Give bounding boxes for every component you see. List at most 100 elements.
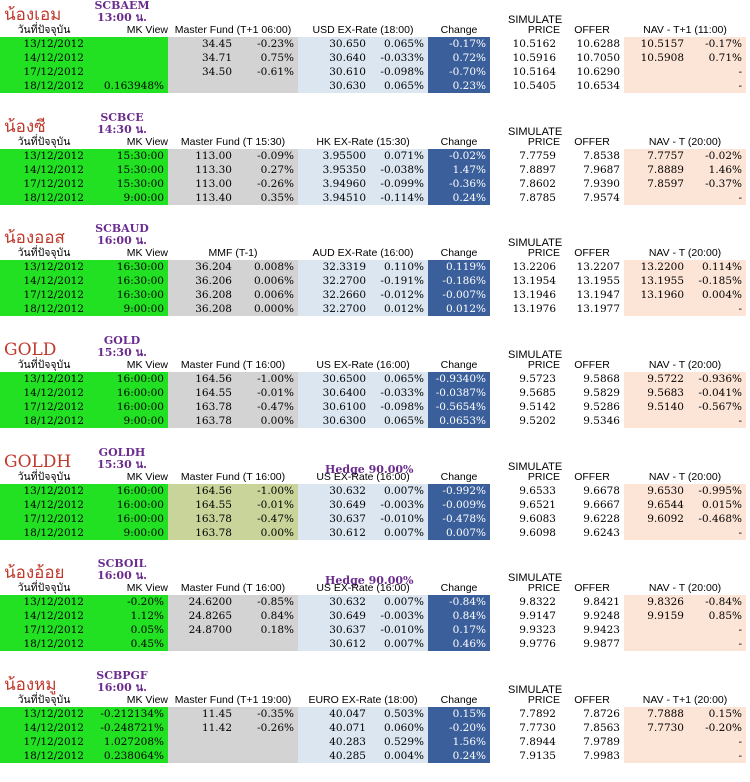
column-header: MK View: [126, 359, 168, 372]
offer-cell: 10.6290: [576, 66, 620, 78]
offer-cell: 7.9390: [583, 177, 620, 190]
nav-change-cell: -0.185%: [688, 274, 746, 289]
fund-code: SCBAEM 13:00 น.: [92, 0, 152, 24]
fx-rate-cell: 30.649: [298, 497, 370, 512]
date-cell: 18/12/2012: [0, 637, 88, 652]
offer-cell: 9.6243: [583, 526, 620, 539]
nav-change-cell: -0.041%: [688, 386, 746, 401]
fund-nickname: น้องซี: [4, 116, 46, 137]
master-fund-change-cell: -0.09%: [236, 148, 298, 163]
change-cell: 0.23%: [428, 79, 490, 93]
fund-code: SCBCE 14:30 น.: [92, 110, 152, 136]
fx-change-cell: 0.071%: [370, 148, 428, 163]
offer-cell: 9.9423: [583, 624, 620, 637]
master-fund-cell: 36.206: [168, 274, 236, 289]
fx-rate-cell: 3.94960: [298, 176, 370, 191]
price-cell: 7.7759: [519, 149, 556, 162]
fx-rate-cell: 30.649: [298, 609, 370, 624]
change-cell: -0.70%: [428, 65, 490, 79]
change-cell: -0.5654%: [428, 400, 490, 415]
data-row: 13/12/2012 15:30:00 113.00 -0.09% 3.95500 0.0…: [0, 148, 750, 163]
section-header: GOLD GOLD 15:30 น. SIMULATE: [0, 335, 750, 362]
nav-cell: [624, 79, 688, 93]
price-cell: 9.9147: [519, 610, 556, 623]
nav-cell: 9.5683: [624, 386, 688, 401]
fund-code: GOLDH 15:30 น.: [92, 446, 152, 471]
fx-rate-cell: 30.637: [298, 623, 370, 638]
fx-change-cell: -0.098%: [370, 65, 428, 79]
master-fund-cell: 163.78: [168, 511, 236, 526]
nav-cell: 9.5140: [624, 400, 688, 415]
date-cell: 14/12/2012: [0, 162, 88, 177]
price-cell: 9.8322: [519, 596, 556, 609]
change-cell: 1.56%: [428, 735, 490, 750]
fund-code: SCBPGF 16:00 น.: [92, 670, 152, 694]
master-fund-change-cell: -0.23%: [236, 37, 298, 51]
price-cell: 7.8944: [519, 736, 556, 749]
price-cell: 7.8602: [519, 177, 556, 190]
master-fund-change-cell: -0.01%: [236, 497, 298, 512]
nav-change-cell: -0.567%: [688, 400, 746, 415]
master-fund-cell: [168, 79, 236, 93]
date-cell: 13/12/2012: [0, 260, 88, 275]
master-fund-cell: 163.78: [168, 525, 236, 540]
data-row: 18/12/2012 9:00:00 163.78 0.00% 30.6300 0.065…: [0, 414, 750, 429]
master-fund-change-cell: 0.75%: [236, 51, 298, 65]
change-cell: 0.0653%: [428, 414, 490, 429]
fx-change-cell: -0.038%: [370, 162, 428, 177]
master-fund-cell: 36.208: [168, 302, 236, 317]
mk-view-cell: 16:30:00: [88, 260, 168, 275]
nav-change-cell: -: [688, 735, 746, 750]
column-header: US EX-Rate (16:00): [316, 359, 410, 372]
data-row: 13/12/2012 16:00:00 164.56 -1.00% 30.632 0.00…: [0, 483, 750, 498]
fx-rate-cell: 30.6100: [298, 400, 370, 415]
date-cell: 17/12/2012: [0, 176, 88, 191]
date-cell: 18/12/2012: [0, 525, 88, 540]
change-cell: -0.0387%: [428, 386, 490, 401]
column-header: OFFER: [574, 24, 610, 36]
fund-code-label: SCBCE: [100, 110, 144, 124]
offer-cell: 9.9877: [583, 638, 620, 651]
column-headers: วันที่ปัจจุบัน MK View Master Fund (T 15:3…: [0, 135, 750, 149]
fx-rate-cell: 32.2660: [298, 288, 370, 303]
mk-view-cell: 15:30:00: [88, 176, 168, 191]
date-cell: 17/12/2012: [0, 623, 88, 638]
mk-view-cell: 16:30:00: [88, 274, 168, 289]
master-fund-change-cell: 0.000%: [236, 302, 298, 317]
nav-cell: 7.8597: [624, 176, 688, 191]
fx-rate-cell: 40.047: [298, 707, 370, 722]
column-header: Change: [440, 247, 478, 260]
section-header: น้องซี SCBCE 14:30 น. SIMULATE: [0, 110, 750, 138]
nav-cell: [624, 65, 688, 79]
data-row: 18/12/2012 0.45% 30.612 0.007% 0.46% 9.9776 9.…: [0, 637, 750, 652]
nav-cell: 9.6530: [624, 483, 688, 498]
offer-cell: 9.6667: [583, 498, 620, 511]
master-fund-cell: 113.40: [168, 190, 236, 205]
date-cell: 18/12/2012: [0, 79, 88, 93]
fx-rate-cell: 40.285: [298, 749, 370, 764]
price-cell: 10.5916: [512, 52, 556, 64]
master-fund-change-cell: -0.26%: [236, 176, 298, 191]
column-header: EURO EX-Rate (18:00): [308, 694, 418, 707]
data-row: 17/12/2012 16:30:00 36.208 0.006% 32.2660 -0.…: [0, 288, 750, 303]
data-row: 18/12/2012 0.163948% 30.630 0.065% 0.23% 10.5…: [0, 79, 750, 93]
fx-rate-cell: 30.632: [298, 483, 370, 498]
date-cell: 13/12/2012: [0, 148, 88, 163]
mk-view-cell: 0.238064%: [88, 749, 168, 764]
data-row: 17/12/2012 1.027208% 40.283 0.529% 1.56% 7.89…: [0, 735, 750, 750]
nav-cell: [624, 525, 688, 540]
price-cell: 9.9776: [519, 638, 556, 651]
data-row: 14/12/2012 16:00:00 164.55 -0.01% 30.649 -0.0…: [0, 497, 750, 512]
fx-change-cell: -0.099%: [370, 176, 428, 191]
nav-cell: [624, 637, 688, 652]
change-cell: -0.02%: [428, 148, 490, 163]
column-header: US EX-Rate (16:00): [316, 582, 410, 595]
section-header: น้องอ้อย SCBOIL 16:00 น. Hedge 90.00% SIMULA…: [0, 558, 750, 588]
fund-code-label: SCBAEM: [94, 0, 150, 12]
master-fund-change-cell: -0.47%: [236, 511, 298, 526]
hedge-ratio: Hedge 90.00%: [325, 574, 414, 588]
nav-change-cell: 0.15%: [688, 707, 746, 722]
column-headers: วันที่ปัจจุบัน MK View Master Fund (T+1 06…: [0, 23, 750, 37]
price-cell: 9.5142: [519, 401, 556, 414]
fx-change-cell: 0.060%: [370, 721, 428, 736]
